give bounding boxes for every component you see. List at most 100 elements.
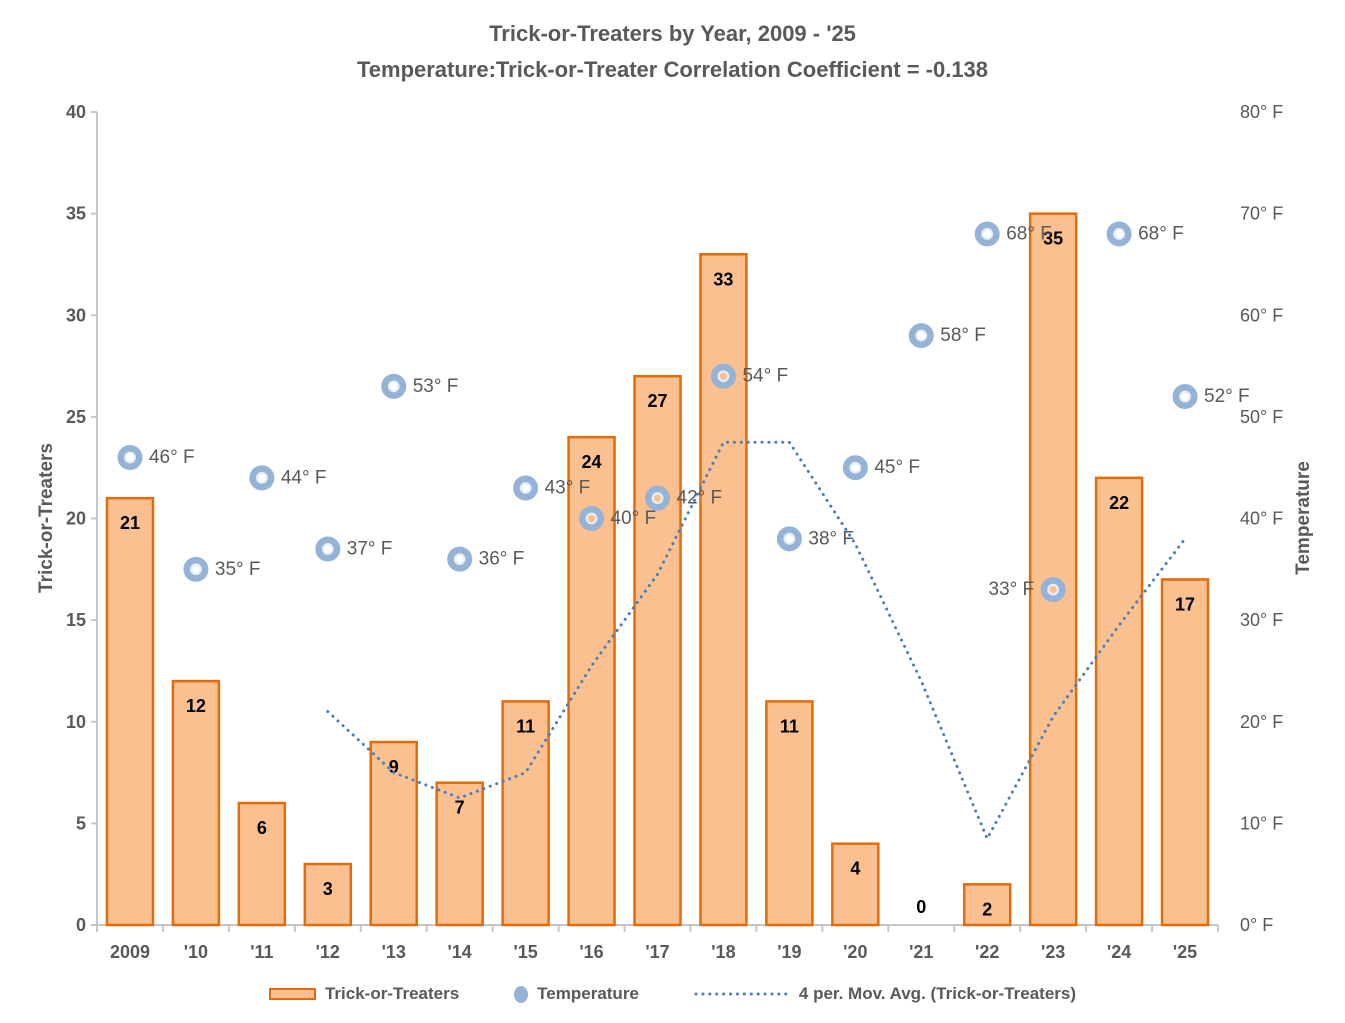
marker-outer-ring	[579, 506, 605, 531]
x-axis-category-label: '12	[316, 942, 340, 962]
bar	[699, 253, 748, 927]
temperature-value-label: 45° F	[874, 457, 920, 478]
bar-value-label: 12	[186, 696, 206, 716]
x-axis-category-label: '19	[777, 942, 801, 962]
marker-outer-ring	[776, 526, 802, 552]
temperature-value-label: 37° F	[347, 538, 393, 559]
temperature-value-label: 38° F	[808, 528, 854, 549]
y-axis-right-tick-label: 10° F	[1240, 813, 1283, 833]
x-axis-category-label: '16	[579, 942, 603, 962]
bar-value-label: 22	[1109, 493, 1129, 513]
bar	[1160, 578, 1210, 927]
bar	[303, 862, 353, 927]
temperature-value-label: 53° F	[413, 376, 459, 397]
legend-label: Temperature	[537, 984, 639, 1003]
temperature-marker	[776, 526, 802, 552]
x-axis-category-label: '23	[1041, 942, 1065, 962]
bar	[567, 435, 616, 927]
x-axis-category-label: '11	[250, 942, 273, 962]
chart-legend: Trick-or-Treaters Temperature 4 per. Mov…	[0, 976, 1345, 1012]
temperature-value-label: 42° F	[677, 488, 723, 509]
marker-inner-ring	[190, 563, 202, 576]
temperature-value-label: 40° F	[611, 508, 657, 529]
marker-outer-ring	[381, 373, 407, 399]
bar-value-label: 0	[916, 897, 926, 917]
bar-value-label: 21	[120, 513, 140, 533]
temperature-marker	[513, 475, 539, 501]
chart-subtitle: Temperature:Trick-or-Treater Correlation…	[356, 57, 989, 82]
marker-outer-ring	[249, 465, 275, 491]
marker-outer-ring	[1040, 577, 1066, 603]
y-axis-left-tick-label: 35	[66, 204, 86, 224]
marker-inner-ring	[1179, 390, 1191, 403]
bar	[765, 700, 814, 927]
x-axis-category-label: '24	[1107, 942, 1131, 962]
bar-value-label: 11	[780, 716, 799, 736]
marker-inner-ring	[453, 553, 466, 566]
x-axis-category-label: '17	[645, 942, 669, 962]
marker-inner-ring	[783, 532, 796, 545]
bar-value-label: 35	[1043, 229, 1063, 249]
bar	[435, 781, 484, 927]
y-axis-left-tick-label: 10	[66, 712, 86, 732]
temperature-value-label: 33° F	[989, 579, 1035, 600]
y-axis-left-tick-label: 0	[76, 915, 86, 935]
temperature-marker	[645, 485, 670, 511]
temperature-marker	[1172, 384, 1198, 410]
y-axis-left-tick-label: 15	[66, 610, 86, 630]
temperature-marker	[447, 546, 473, 572]
bar-value-label: 33	[713, 269, 733, 289]
legend-item-moving-average: 4 per. Mov. Avg. (Trick-or-Treaters)	[694, 984, 1076, 1004]
x-axis-category-label: '10	[184, 942, 208, 962]
y-axis-right-tick-label: 40° F	[1240, 509, 1283, 529]
bar-value-label: 11	[516, 716, 535, 736]
temperature-marker	[381, 373, 407, 399]
x-axis-category-label: '21	[909, 942, 933, 962]
y-axis-right-tick-label: 70° F	[1240, 204, 1283, 224]
marker-outer-ring	[183, 556, 209, 582]
y-axis-right-tick-label: 30° F	[1240, 610, 1283, 630]
marker-outer-ring	[645, 485, 670, 511]
bar-value-label: 6	[257, 818, 267, 838]
marker-inner-ring	[651, 492, 664, 505]
x-axis-category-label: 2009	[110, 942, 150, 962]
x-axis-category-label: '22	[975, 942, 999, 962]
y-axis-right-tick-label: 0° F	[1240, 915, 1273, 935]
temperature-marker	[1040, 577, 1066, 603]
temperature-value-label: 52° F	[1204, 386, 1250, 407]
marker-inner-ring	[519, 482, 532, 494]
temperature-value-label: 44° F	[281, 467, 327, 488]
temperature-marker	[315, 536, 341, 562]
x-axis-category-label: '14	[448, 942, 472, 962]
temperature-value-label: 54° F	[742, 366, 788, 387]
dotted-line-swatch-icon	[694, 992, 790, 996]
temperature-value-label: 36° F	[479, 549, 525, 570]
marker-outer-ring	[1172, 384, 1198, 410]
temperature-value-label: 58° F	[940, 325, 986, 346]
y-axis-right-tick-label: 50° F	[1240, 407, 1283, 427]
temperature-marker	[183, 556, 209, 582]
marker-inner-ring	[321, 543, 334, 555]
y-axis-left-tick-label: 20	[66, 509, 86, 529]
marker-inner-ring	[1113, 228, 1125, 240]
temperature-series: 46° F 35° F 44° F 37° F 53° F 36° F 43° F 40° F…	[117, 221, 1250, 603]
bar-value-label: 9	[389, 757, 399, 777]
chart-title-block: Trick-or-Treaters by Year, 2009 - '25 Te…	[0, 16, 1345, 88]
marker-outer-ring	[908, 323, 934, 349]
bars-series: 21 12 6 3 9 7 11 24 27 33 11 4 0 2 35 22 17	[105, 212, 1210, 927]
bar	[633, 374, 682, 927]
temperature-value-label: 46° F	[149, 447, 195, 468]
x-axis-category-label: '25	[1173, 942, 1197, 962]
marker-inner-ring	[1047, 583, 1060, 596]
marker-outer-ring	[974, 221, 1000, 247]
bar-value-label: 27	[647, 391, 667, 411]
temperature-value-label: 68° F	[1138, 223, 1184, 244]
marker-inner-ring	[849, 461, 862, 474]
y-axis-right-tick-label: 20° F	[1240, 712, 1283, 732]
y-axis-left-tick-label: 30	[66, 305, 86, 325]
marker-outer-ring	[842, 455, 868, 481]
bar	[171, 679, 221, 927]
marker-inner-ring	[717, 370, 730, 383]
